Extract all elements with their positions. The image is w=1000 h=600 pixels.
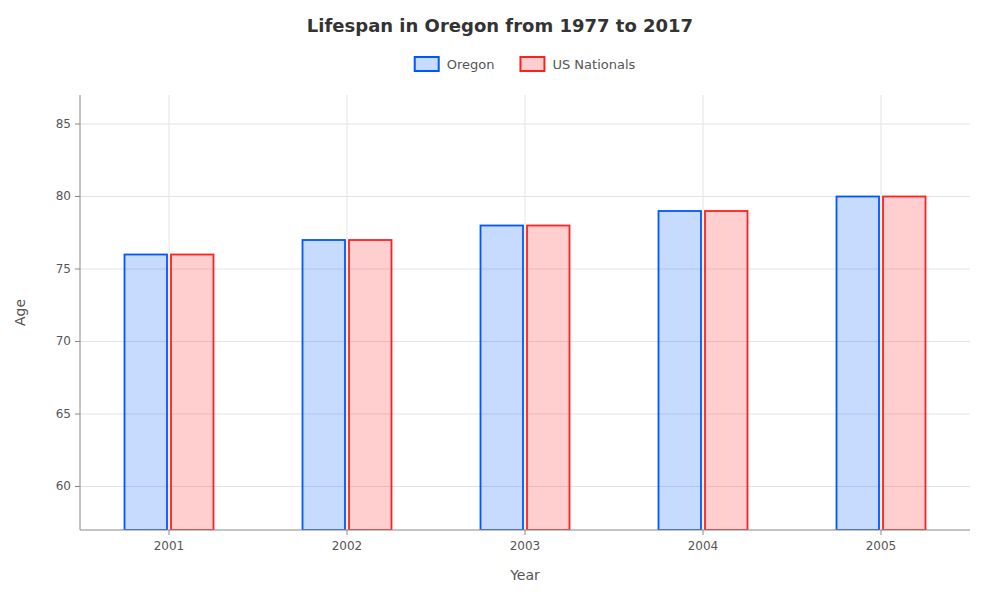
x-tick-label: 2004 bbox=[688, 539, 719, 553]
x-tick bbox=[347, 530, 348, 535]
x-grid-line bbox=[881, 95, 882, 530]
x-tick bbox=[169, 530, 170, 535]
legend-item: US Nationals bbox=[520, 57, 635, 72]
legend-label: Oregon bbox=[447, 57, 495, 72]
bar bbox=[481, 226, 524, 531]
x-tick bbox=[525, 530, 526, 535]
y-tick bbox=[75, 486, 80, 487]
y-tick bbox=[75, 341, 80, 342]
y-tick-label: 70 bbox=[56, 334, 71, 348]
y-axis-label: Age bbox=[12, 299, 28, 326]
y-tick bbox=[75, 269, 80, 270]
bar bbox=[527, 226, 570, 531]
y-tick bbox=[75, 196, 80, 197]
bar bbox=[705, 211, 748, 530]
x-tick bbox=[703, 530, 704, 535]
x-grid-line bbox=[347, 95, 348, 530]
y-axis-line bbox=[80, 95, 81, 530]
bar bbox=[837, 197, 880, 531]
x-grid-line bbox=[525, 95, 526, 530]
bar bbox=[349, 240, 392, 530]
legend-item: Oregon bbox=[415, 57, 495, 72]
chart: 60 65 70 75 80 85 2001 2002 2003 2004 2005 Year Age L… bbox=[0, 0, 1000, 600]
y-tick-label: 75 bbox=[56, 262, 71, 276]
x-tick bbox=[881, 530, 882, 535]
x-axis-label: Year bbox=[509, 567, 540, 583]
x-tick-label: 2005 bbox=[866, 539, 897, 553]
y-tick-label: 85 bbox=[56, 117, 71, 131]
series-bars bbox=[171, 197, 926, 531]
x-tick-label: 2002 bbox=[332, 539, 363, 553]
legend: Oregon US Nationals bbox=[415, 57, 636, 72]
y-tick-label: 60 bbox=[56, 479, 71, 493]
legend-swatch bbox=[415, 57, 439, 71]
legend-swatch bbox=[520, 57, 544, 71]
y-tick bbox=[75, 124, 80, 125]
x-tick-label: 2001 bbox=[154, 539, 185, 553]
bar bbox=[659, 211, 702, 530]
y-tick-label: 65 bbox=[56, 407, 71, 421]
bar bbox=[303, 240, 346, 530]
bar bbox=[171, 255, 214, 531]
x-grid-line bbox=[169, 95, 170, 530]
grid bbox=[80, 95, 970, 530]
x-tick-label: 2003 bbox=[510, 539, 541, 553]
bars bbox=[125, 197, 926, 531]
bar bbox=[883, 197, 926, 531]
series-bars bbox=[125, 197, 880, 531]
legend-label: US Nationals bbox=[552, 57, 635, 72]
x-grid-line bbox=[703, 95, 704, 530]
y-tick-label: 80 bbox=[56, 189, 71, 203]
title: Lifespan in Oregon from 1977 to 2017 bbox=[307, 15, 693, 36]
bar bbox=[125, 255, 168, 531]
y-tick bbox=[75, 414, 80, 415]
background bbox=[0, 0, 1000, 600]
